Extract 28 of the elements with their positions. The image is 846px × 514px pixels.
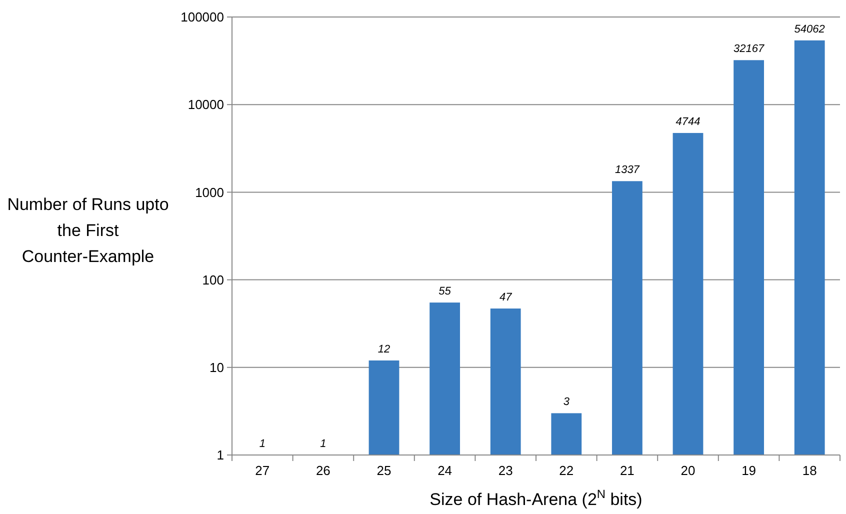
- data-label: 1: [320, 438, 326, 450]
- data-label: 3: [563, 396, 570, 408]
- data-label: 1: [259, 438, 266, 450]
- data-label: 54062: [794, 23, 825, 36]
- data-label: 12: [378, 343, 390, 356]
- x-tick-label: 26: [316, 463, 330, 478]
- x-tick-label: 23: [498, 463, 513, 478]
- data-label: 47: [499, 292, 513, 304]
- data-label: 32167: [734, 43, 765, 56]
- x-tick-label: 27: [255, 463, 270, 478]
- x-tick-label: 18: [802, 463, 817, 478]
- data-label: 1337: [614, 164, 640, 176]
- y-tick-label: 1000: [195, 184, 224, 200]
- y-axis-title: Number of Runs upto the First Counter-Example: [7, 195, 169, 266]
- y-tick-label: 100000: [180, 10, 224, 25]
- x-tick-label: 21: [620, 463, 634, 478]
- x-tick-label: 19: [742, 463, 756, 478]
- x-axis-title: Size of Hash-Arena (2$^{N}$ bits): [430, 487, 642, 509]
- data-label: 4744: [676, 116, 700, 128]
- y-tick-label: 10: [210, 360, 224, 375]
- y-tick-label: 10000: [188, 97, 224, 112]
- x-tick-label: 20: [680, 463, 696, 478]
- x-tick-label: 24: [438, 463, 452, 478]
- x-tick-label: 25: [376, 463, 392, 478]
- y-tick-label: 1: [216, 448, 224, 463]
- data-label: 55: [438, 286, 452, 298]
- y-tick-label: 100: [202, 272, 224, 288]
- x-tick-label: 22: [559, 463, 574, 478]
